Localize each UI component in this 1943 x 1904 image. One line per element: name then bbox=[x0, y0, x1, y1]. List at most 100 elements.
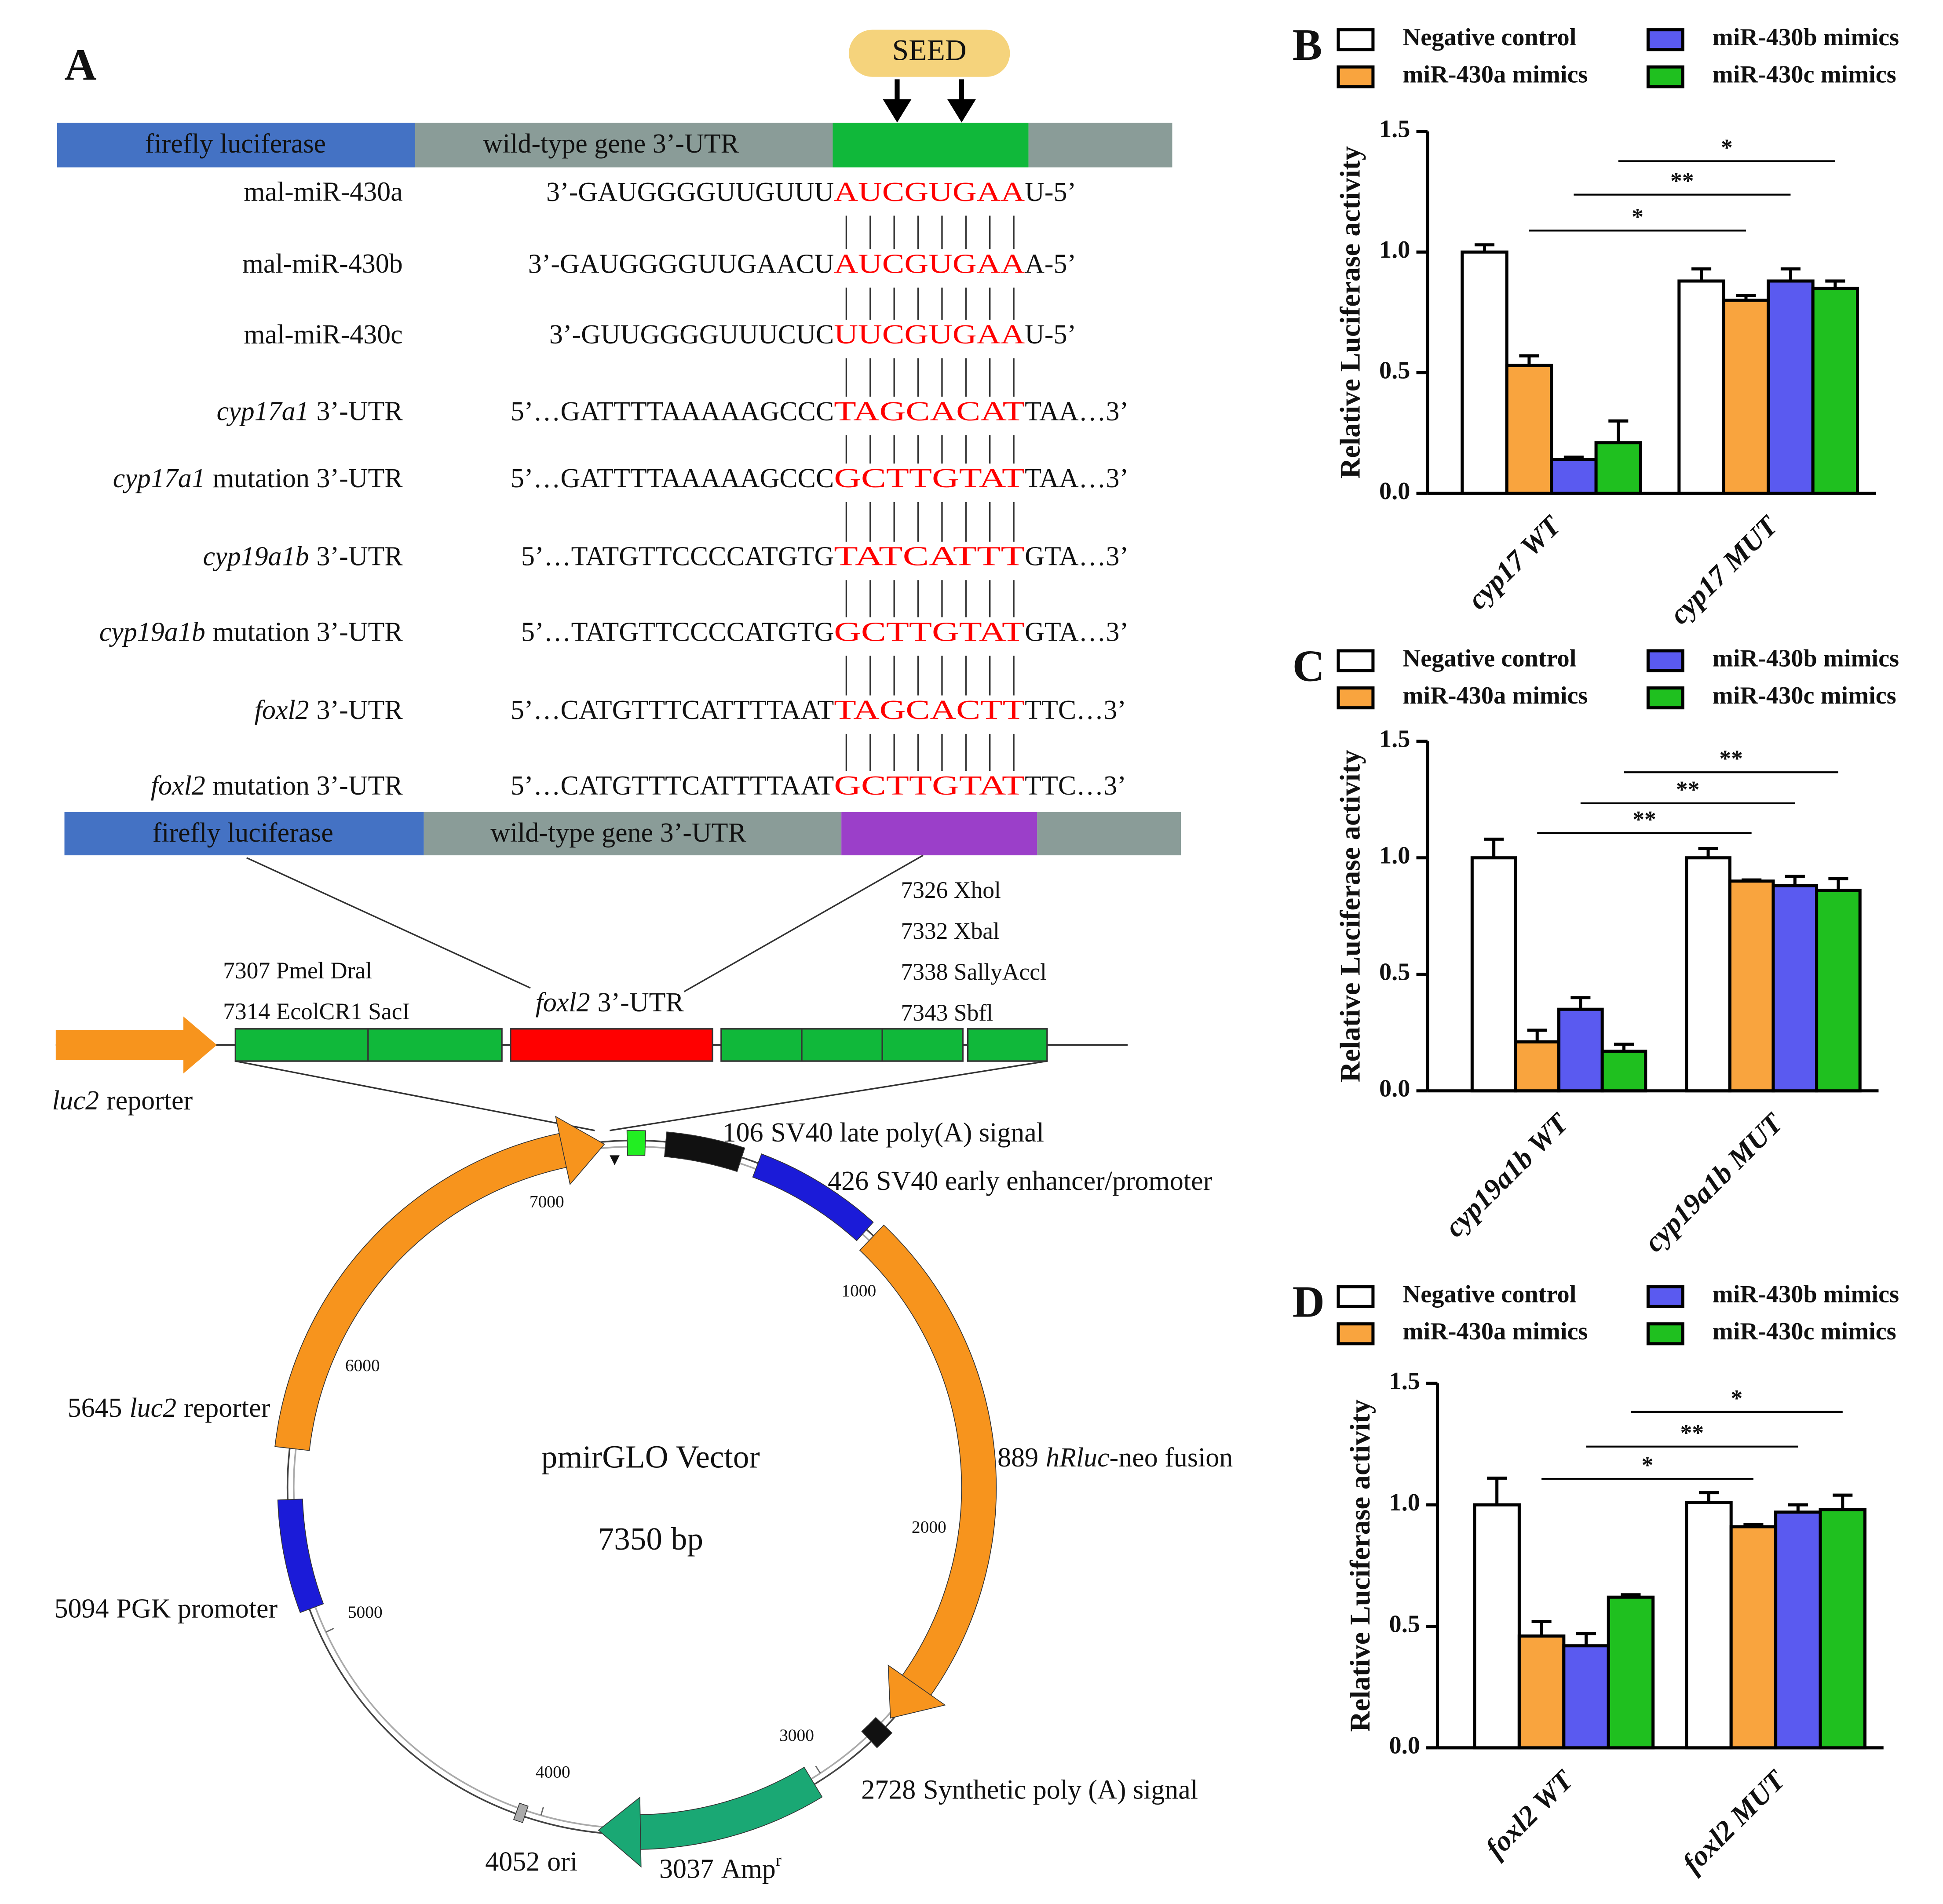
legend-label: Negative control bbox=[1403, 24, 1577, 51]
bar bbox=[1514, 1040, 1561, 1093]
sequence-seed: AUCGUGAA bbox=[834, 177, 1025, 207]
legend-label: miR-430a mimics bbox=[1403, 1318, 1588, 1345]
y-tick-label: 1.5 bbox=[1389, 1368, 1420, 1395]
utr-block bbox=[415, 123, 833, 168]
sequence-right: GTA…3’ bbox=[1025, 617, 1129, 647]
bar bbox=[1550, 458, 1598, 495]
sequence-seed: GCTTGTAT bbox=[834, 617, 1025, 647]
feature-name: reporter bbox=[184, 1393, 270, 1423]
legend-label: miR-430b mimics bbox=[1713, 645, 1899, 672]
legend-label: miR-430c mimics bbox=[1713, 1318, 1896, 1345]
sequence-right: U-5’ bbox=[1025, 320, 1076, 350]
sequence-name: cyp17a1 3’-UTR bbox=[217, 397, 403, 427]
bar bbox=[1685, 1501, 1733, 1750]
panel-label: C bbox=[1293, 641, 1325, 690]
legend-swatch bbox=[1646, 1285, 1684, 1308]
feature-label: 106 SV40 late poly(A) signal bbox=[723, 1118, 1044, 1148]
y-tick-label: 1.5 bbox=[1379, 726, 1410, 753]
significance-label: * bbox=[1642, 1452, 1654, 1478]
bar bbox=[1594, 441, 1643, 495]
feature-name: Synthetic poly (A) signal bbox=[923, 1775, 1198, 1805]
panel-label: A bbox=[65, 40, 97, 89]
luciferase-block bbox=[57, 123, 415, 168]
significance-label: ** bbox=[1719, 745, 1743, 772]
feature-sup: r bbox=[776, 1850, 782, 1870]
sequence-right: TTC…3’ bbox=[1025, 771, 1126, 801]
y-tick-label: 0.0 bbox=[1379, 1075, 1410, 1102]
site-label: 7314 EcolCR1 SacI bbox=[223, 998, 410, 1025]
site-box bbox=[720, 1028, 964, 1062]
y-axis-label: Relative Luciferase activity bbox=[1335, 146, 1366, 478]
sequence-left: 5’…GATTTTAAAAAGCCC bbox=[511, 463, 834, 493]
plasmid-tick-label: 6000 bbox=[345, 1356, 380, 1375]
seed-label: SEED bbox=[892, 34, 967, 67]
significance-label: ** bbox=[1670, 168, 1694, 194]
y-axis-label: Relative Luciferase activity bbox=[1335, 750, 1366, 1082]
bar bbox=[1819, 1508, 1867, 1750]
bar bbox=[1815, 889, 1862, 1093]
name: mal-miR-430c bbox=[244, 320, 403, 350]
name: 3’-UTR bbox=[316, 542, 403, 572]
legend-label: miR-430c mimics bbox=[1713, 61, 1896, 88]
feature-label: 889 hRluc-neo fusion bbox=[997, 1443, 1233, 1473]
size-number: 7350 bbox=[598, 1521, 662, 1557]
plasmid-feature bbox=[861, 1717, 893, 1748]
sequence-seed: TAGCACTT bbox=[834, 695, 1025, 725]
bar bbox=[1722, 299, 1770, 495]
gene-name: luc2 bbox=[52, 1086, 99, 1116]
bar bbox=[1774, 1510, 1822, 1750]
name: 3’-UTR bbox=[316, 695, 403, 725]
plasmid-tick-label: 3000 bbox=[779, 1725, 814, 1745]
block-label: wild-type gene 3’-UTR bbox=[490, 818, 746, 848]
significance-label: * bbox=[1721, 134, 1733, 160]
gene-name: foxl2 bbox=[536, 988, 590, 1018]
plasmid-size: 7350 bp bbox=[598, 1521, 703, 1557]
feature-name: PGK promoter bbox=[116, 1594, 278, 1624]
sequence-left: 3’-GUUGGGGUUUCUC bbox=[549, 320, 834, 350]
block-label: wild-type gene 3’-UTR bbox=[483, 129, 739, 159]
name: mal-miR-430b bbox=[242, 249, 403, 279]
feature-gene: luc2 bbox=[129, 1393, 176, 1423]
sequence-name: mal-miR-430a bbox=[244, 177, 403, 207]
feature-position: 426 bbox=[828, 1166, 869, 1196]
panel-label: B bbox=[1293, 20, 1322, 69]
legend-swatch bbox=[1646, 1322, 1684, 1346]
name: reporter bbox=[106, 1086, 193, 1116]
reporter-label: luc2 reporter bbox=[52, 1086, 193, 1116]
gene-name: cyp19a1b bbox=[99, 617, 205, 647]
feature-name: -neo fusion bbox=[1110, 1443, 1233, 1473]
x-tick-label: cyp19a1b MUT bbox=[1638, 1107, 1790, 1258]
plasmid-feature bbox=[277, 1499, 324, 1613]
legend-swatch bbox=[1646, 649, 1684, 672]
plasmid-tick-label: 5000 bbox=[348, 1602, 383, 1622]
insert-marker bbox=[610, 1155, 620, 1165]
seed-block bbox=[841, 812, 1037, 856]
plasmid-feature bbox=[859, 1224, 997, 1719]
legend-label: miR-430a mimics bbox=[1403, 61, 1588, 88]
x-tick-label: foxl2 MUT bbox=[1676, 1764, 1792, 1879]
sequence-name: foxl2 3’-UTR bbox=[255, 695, 403, 725]
plasmid-feature bbox=[513, 1802, 529, 1823]
legend-label: miR-430a mimics bbox=[1403, 682, 1588, 709]
plasmid-tick bbox=[540, 1806, 544, 1816]
feature-gene: hRluc bbox=[1046, 1443, 1110, 1473]
legend-label: miR-430b mimics bbox=[1713, 24, 1899, 51]
x-tick-label: cyp17 MUT bbox=[1663, 509, 1784, 630]
sequence-right: A-5’ bbox=[1025, 249, 1076, 279]
significance-label: ** bbox=[1680, 1420, 1704, 1446]
sequence-right: TAA…3’ bbox=[1025, 397, 1129, 427]
sequence-seed: TAGCACAT bbox=[834, 397, 1025, 427]
site-label: 7307 Pmel Dral bbox=[223, 957, 372, 984]
site-box bbox=[967, 1028, 1048, 1062]
y-tick-label: 1.0 bbox=[1379, 236, 1410, 263]
sequence-right: GTA…3’ bbox=[1025, 542, 1129, 572]
name: 3’-UTR bbox=[598, 988, 684, 1018]
size-unit: bp bbox=[671, 1521, 703, 1557]
sequence-left: 3’-GAUGGGGUUGUUU bbox=[546, 177, 834, 207]
legend-swatch bbox=[1337, 649, 1375, 672]
name: mutation 3’-UTR bbox=[213, 463, 403, 493]
map-boxes bbox=[234, 1028, 1048, 1062]
plasmid-name: pmirGLO Vector bbox=[541, 1439, 760, 1475]
y-tick-label: 0.5 bbox=[1389, 1610, 1420, 1638]
